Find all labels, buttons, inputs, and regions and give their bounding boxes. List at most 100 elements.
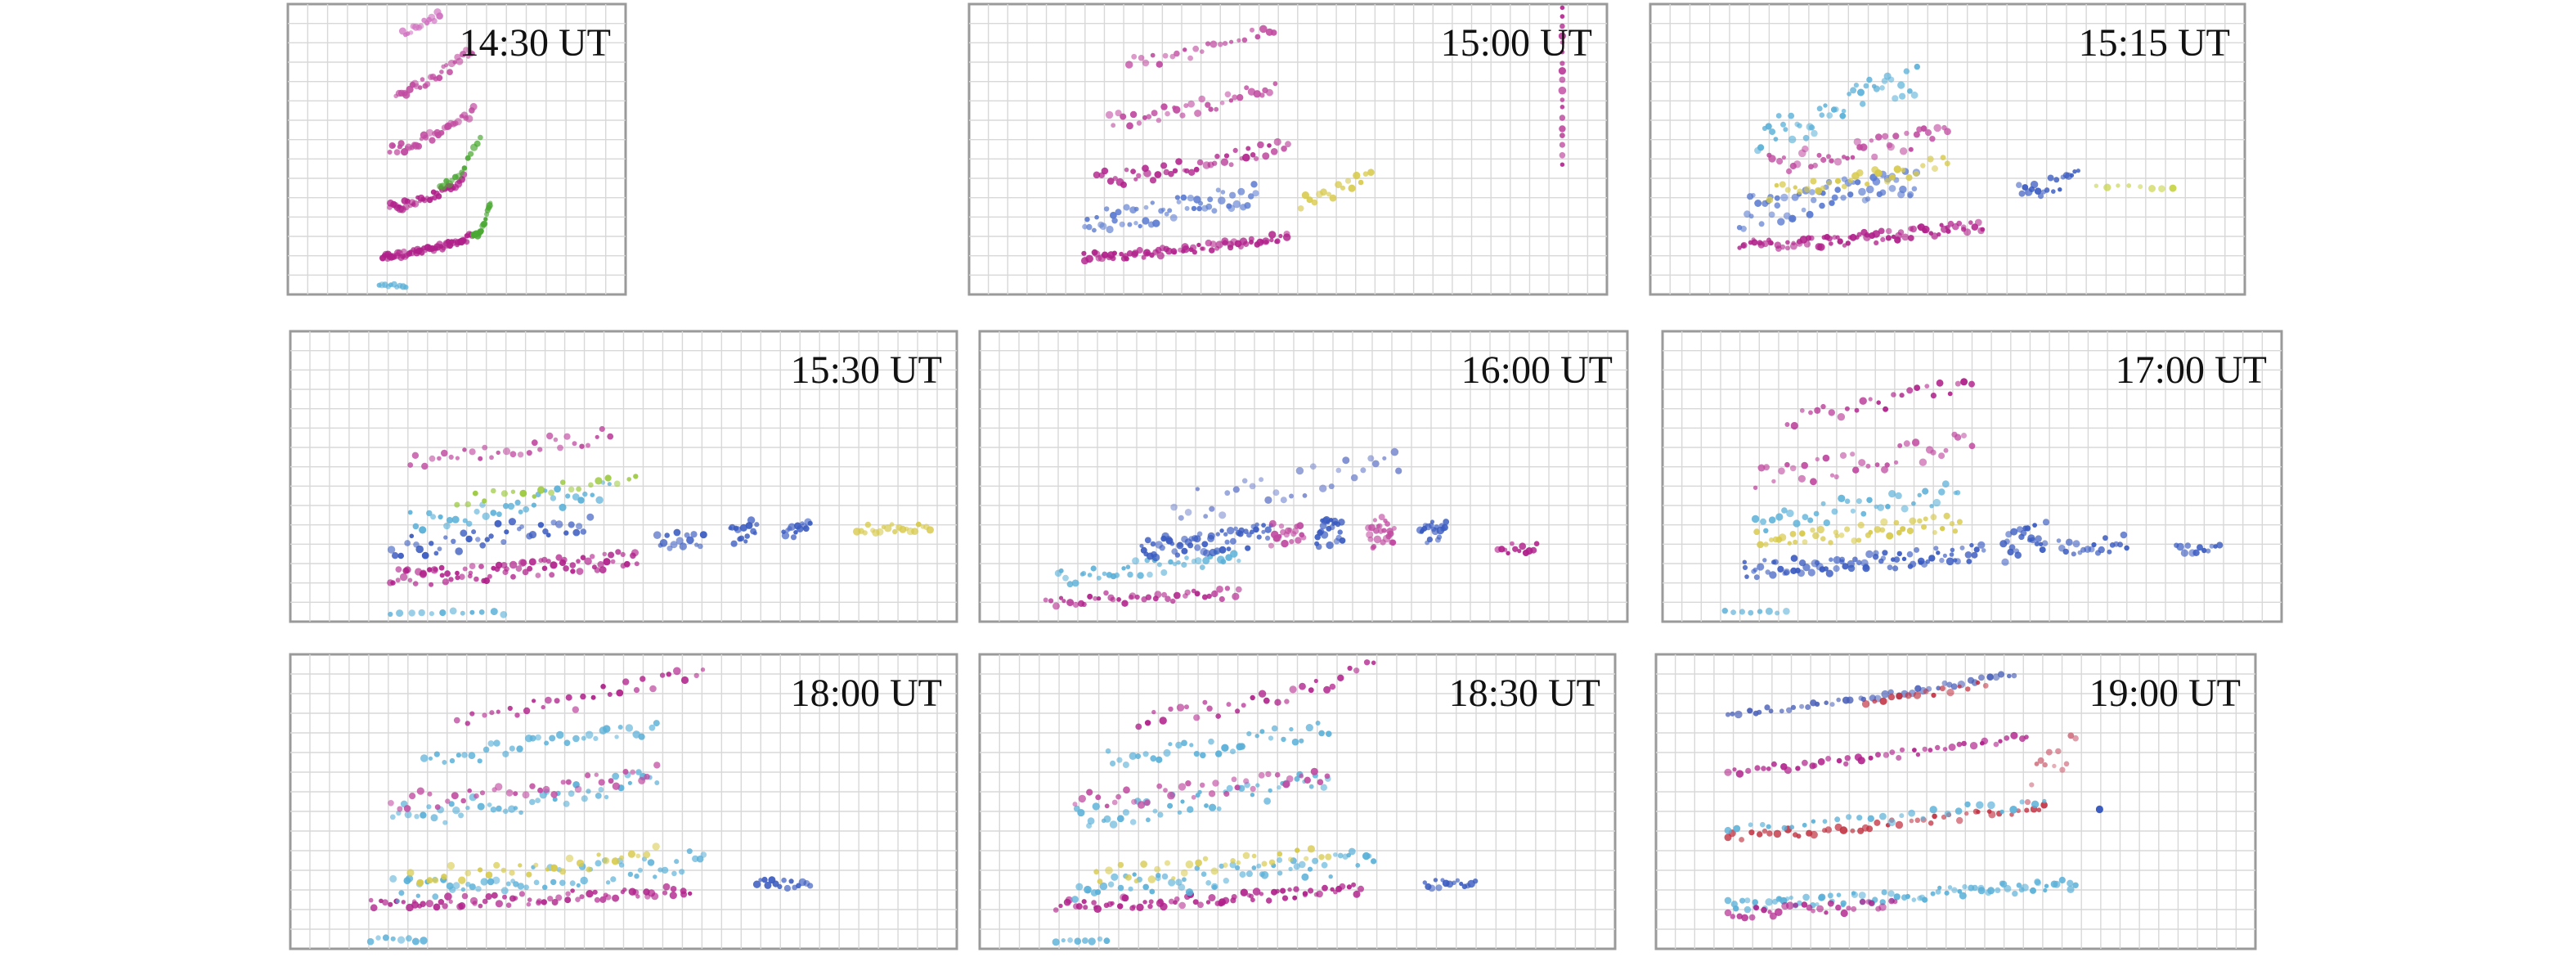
data-point (1911, 897, 1917, 902)
data-point (396, 609, 404, 618)
data-point (594, 896, 600, 903)
data-point (1914, 546, 1920, 553)
data-point (1893, 519, 1900, 526)
data-point (1093, 869, 1100, 875)
data-point (409, 793, 416, 800)
data-point (1125, 564, 1131, 569)
trace-7 (453, 667, 706, 726)
data-point (518, 509, 523, 514)
data-point (1808, 410, 1813, 416)
data-point (1846, 814, 1852, 820)
data-point (515, 565, 523, 572)
data-point (582, 491, 588, 497)
data-point (1879, 812, 1887, 820)
data-point (1227, 204, 1236, 213)
data-point (1052, 602, 1060, 610)
data-point (2056, 538, 2062, 543)
data-point (1910, 91, 1919, 99)
data-point (1244, 85, 1250, 91)
data-point (492, 876, 500, 885)
data-point (420, 569, 427, 577)
data-point (611, 857, 620, 865)
data-point (509, 745, 515, 752)
data-point (439, 609, 447, 617)
data-point (1956, 220, 1963, 227)
data-point (1956, 816, 1963, 824)
data-point (595, 860, 602, 867)
data-point (1274, 699, 1281, 706)
data-point (1367, 455, 1375, 462)
data-point (1905, 174, 1913, 182)
data-point (1908, 809, 1916, 817)
data-point (455, 547, 463, 555)
data-point (1433, 878, 1438, 883)
data-point (1281, 539, 1289, 548)
data-point (1788, 112, 1795, 119)
data-point (1172, 561, 1178, 567)
data-point (528, 531, 537, 539)
trace-6 (1999, 519, 2050, 566)
data-point (1560, 23, 1565, 29)
data-point (1895, 820, 1904, 829)
data-point (414, 814, 420, 820)
data-point (1224, 586, 1231, 591)
data-point (1937, 885, 1942, 890)
data-point (1237, 244, 1244, 249)
data-point (1913, 170, 1919, 177)
data-point (526, 450, 532, 456)
trace-4 (1724, 798, 2047, 834)
data-point (626, 477, 631, 482)
data-point (607, 692, 613, 697)
data-point (1175, 158, 1183, 165)
data-point (653, 531, 662, 539)
data-point (1822, 819, 1828, 824)
data-point (1245, 870, 1253, 878)
data-point (1784, 896, 1790, 901)
data-point (1724, 896, 1732, 905)
panel-title: 17:00 UT (2116, 348, 2267, 392)
data-point (1161, 873, 1169, 880)
data-point (395, 566, 402, 573)
data-point (1790, 704, 1797, 711)
trace-1 (1081, 231, 1291, 265)
data-point (1128, 886, 1133, 892)
data-point (553, 437, 559, 443)
data-point (401, 900, 406, 905)
data-point (1185, 888, 1194, 896)
data-point (389, 814, 396, 820)
data-point (1805, 704, 1811, 710)
trace-2 (1054, 550, 1241, 588)
data-point (1874, 819, 1881, 826)
data-point (1894, 236, 1901, 244)
data-point (1806, 210, 1814, 218)
data-point (1889, 749, 1896, 756)
data-point (577, 496, 585, 504)
data-point (2197, 544, 2203, 551)
panel-title: 15:00 UT (1441, 21, 1592, 65)
data-point (1928, 555, 1936, 562)
data-point (1986, 673, 1994, 681)
data-point (1974, 218, 1982, 227)
data-point (1797, 569, 1805, 577)
data-point (2062, 548, 2069, 555)
trace-5 (388, 762, 661, 812)
data-point (1770, 761, 1777, 767)
data-point (1819, 202, 1825, 209)
data-point (1342, 456, 1350, 465)
data-point (1766, 196, 1774, 204)
data-point (586, 890, 594, 898)
data-point (1372, 518, 1377, 523)
data-point (1835, 235, 1840, 240)
data-point (1124, 256, 1129, 262)
data-point (1270, 148, 1278, 155)
data-point (1844, 406, 1850, 411)
data-point (1245, 545, 1251, 551)
data-point (535, 734, 541, 741)
data-point (1943, 512, 1950, 520)
data-point (469, 563, 476, 569)
data-point (1940, 155, 1946, 161)
data-point (484, 537, 490, 542)
data-point (1097, 936, 1103, 942)
data-point (738, 535, 745, 541)
data-point (1179, 112, 1186, 119)
